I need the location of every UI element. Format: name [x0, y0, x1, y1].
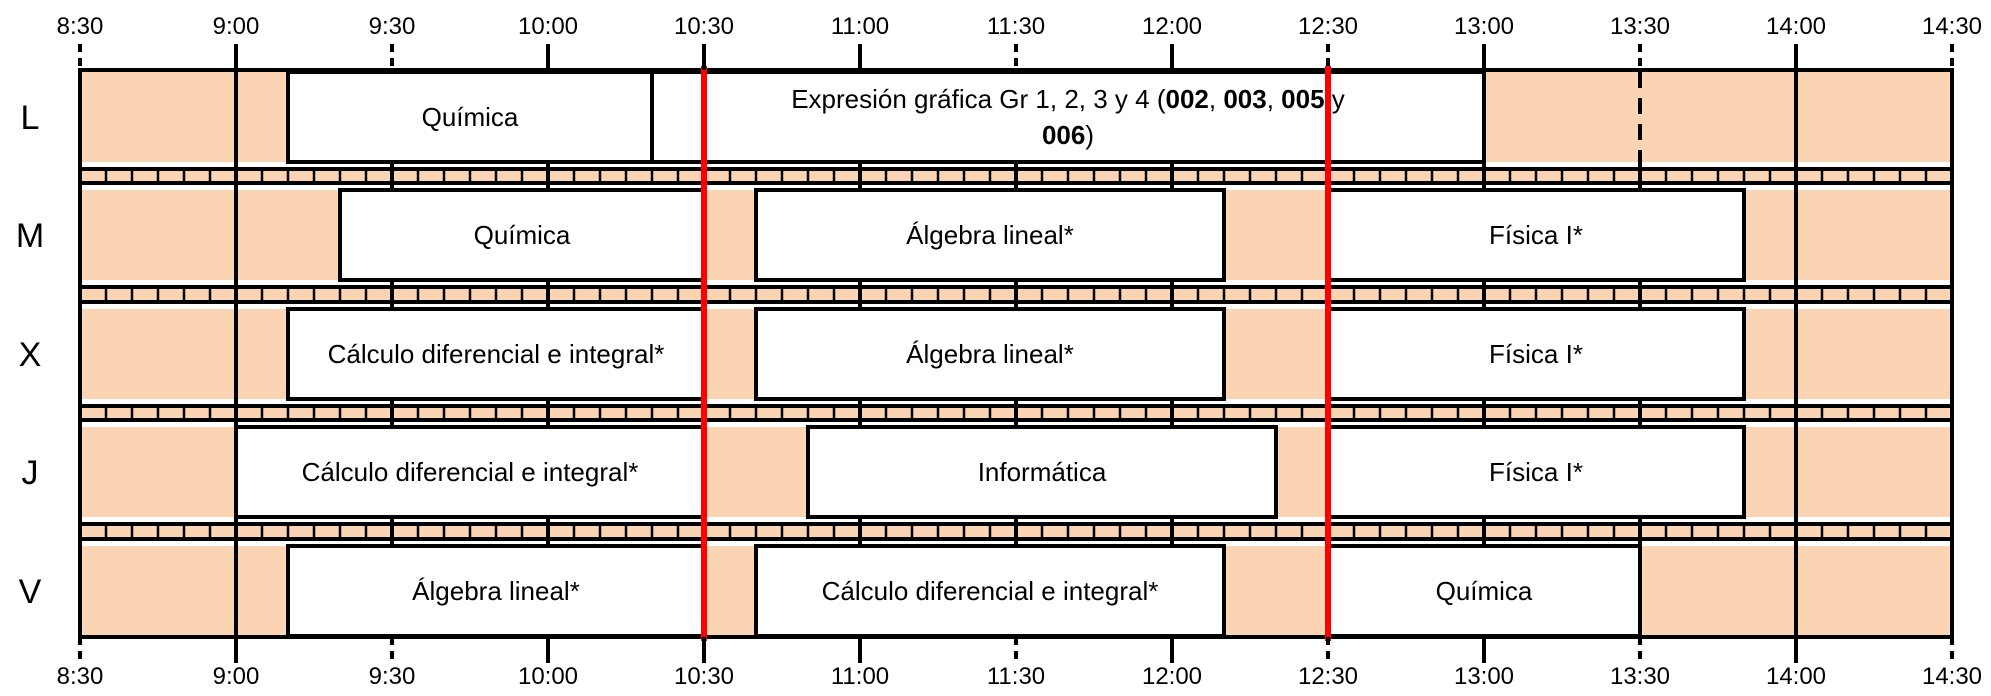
course-title: Álgebra lineal* [412, 576, 580, 606]
day-row-x: Cálculo diferencial e integral* Álgebra l… [19, 307, 1746, 401]
course-box [1326, 307, 1746, 401]
time-label-bottom: 13:00 [1454, 663, 1514, 690]
time-label-top: 11:30 [987, 13, 1045, 40]
day-label: X [19, 336, 42, 374]
course-title: Física I* [1489, 220, 1583, 250]
time-label-top: 9:30 [369, 13, 416, 40]
day-row-v: Álgebra lineal* Cálculo diferencial e int… [19, 544, 1642, 638]
time-label-top: 10:00 [518, 13, 578, 40]
course-title: Cálculo diferencial e integral* [822, 576, 1159, 606]
time-label-bottom: 12:00 [1142, 663, 1202, 690]
course-block: Química [338, 188, 706, 282]
time-label-bottom: 14:00 [1766, 663, 1826, 690]
course-block: Física I* [1326, 307, 1746, 401]
course-title: Física I* [1489, 339, 1583, 369]
time-label-bottom: 13:30 [1610, 663, 1670, 690]
course-box [286, 544, 706, 638]
day-label: J [22, 454, 39, 492]
time-label-top: 10:30 [674, 13, 734, 40]
time-axis: 8:30 8:30 9:00 9:00 9:30 9:30 10:00 10:00 10:30 1… [57, 13, 1982, 690]
time-label-bottom: 10:00 [518, 663, 578, 690]
group-code: 005 [1281, 84, 1324, 114]
time-label-top: 13:00 [1454, 13, 1514, 40]
course-title: Física I* [1489, 457, 1583, 487]
day-label: L [21, 99, 40, 137]
time-label-bottom: 12:30 [1298, 663, 1358, 690]
course-box [1326, 425, 1746, 519]
course-block: Álgebra lineal* [754, 188, 1226, 282]
course-title-line: 006) [1042, 120, 1094, 150]
course-title: Informática [978, 457, 1107, 487]
course-box [1326, 544, 1642, 638]
course-text: ) [1085, 120, 1094, 150]
time-label-bottom: 8:30 [57, 663, 104, 690]
day-label: V [19, 573, 42, 611]
course-box [806, 425, 1278, 519]
course-title: Álgebra lineal* [906, 339, 1074, 369]
day-row-m: Química Álgebra lineal* Física I* M [16, 188, 1746, 282]
course-block: Física I* [1326, 188, 1746, 282]
course-title: Cálculo diferencial e integral* [302, 457, 639, 487]
course-title: Álgebra lineal* [906, 220, 1074, 250]
course-block: Cálculo diferencial e integral* [234, 425, 706, 519]
course-block: Cálculo diferencial e integral* [286, 307, 706, 401]
course-block: Álgebra lineal* [286, 544, 706, 638]
course-block: Cálculo diferencial e integral* [754, 544, 1226, 638]
course-box [754, 307, 1226, 401]
time-label-bottom: 9:30 [369, 663, 416, 690]
time-label-bottom: 11:00 [831, 663, 889, 690]
time-label-top: 14:30 [1922, 13, 1982, 40]
course-text: , [1267, 84, 1281, 114]
course-block: Química [1326, 544, 1642, 638]
time-label-top: 8:30 [57, 13, 104, 40]
time-label-bottom: 11:30 [987, 663, 1045, 690]
course-block: Informática [806, 425, 1278, 519]
course-title: Química [1436, 576, 1533, 606]
time-label-bottom: 10:30 [674, 663, 734, 690]
day-row-l: Química Expresión gráfica Gr 1, 2, 3 y 4 … [21, 70, 1642, 164]
time-label-top: 12:30 [1298, 13, 1358, 40]
group-code: 003 [1223, 84, 1266, 114]
time-label-bottom: 14:30 [1922, 663, 1982, 690]
time-label-top: 11:00 [831, 13, 889, 40]
course-text: , [1209, 84, 1223, 114]
course-title: Química [474, 220, 571, 250]
course-box [234, 425, 706, 519]
time-label-bottom: 9:00 [213, 663, 260, 690]
group-code: 006 [1042, 120, 1085, 150]
time-label-top: 12:00 [1142, 13, 1202, 40]
course-title-line: Expresión gráfica Gr 1, 2, 3 y 4 (002, 0… [791, 84, 1345, 114]
course-block: Química [286, 70, 654, 164]
time-label-top: 14:00 [1766, 13, 1826, 40]
course-box [286, 70, 654, 164]
time-label-top: 13:30 [1610, 13, 1670, 40]
course-title: Cálculo diferencial e integral* [328, 339, 665, 369]
group-code: 002 [1165, 84, 1208, 114]
course-box [338, 188, 706, 282]
day-label: M [16, 217, 44, 255]
course-text: Expresión gráfica Gr 1, 2, 3 y 4 ( [791, 84, 1166, 114]
course-box [754, 188, 1226, 282]
course-block: Física I* [1326, 425, 1746, 519]
course-title: Química [422, 102, 519, 132]
day-row-j: Cálculo diferencial e integral* Informáti… [22, 425, 1746, 519]
course-block: Expresión gráfica Gr 1, 2, 3 y 4 (002, 0… [650, 70, 1486, 164]
course-block: Álgebra lineal* [754, 307, 1226, 401]
time-label-top: 9:00 [213, 13, 260, 40]
